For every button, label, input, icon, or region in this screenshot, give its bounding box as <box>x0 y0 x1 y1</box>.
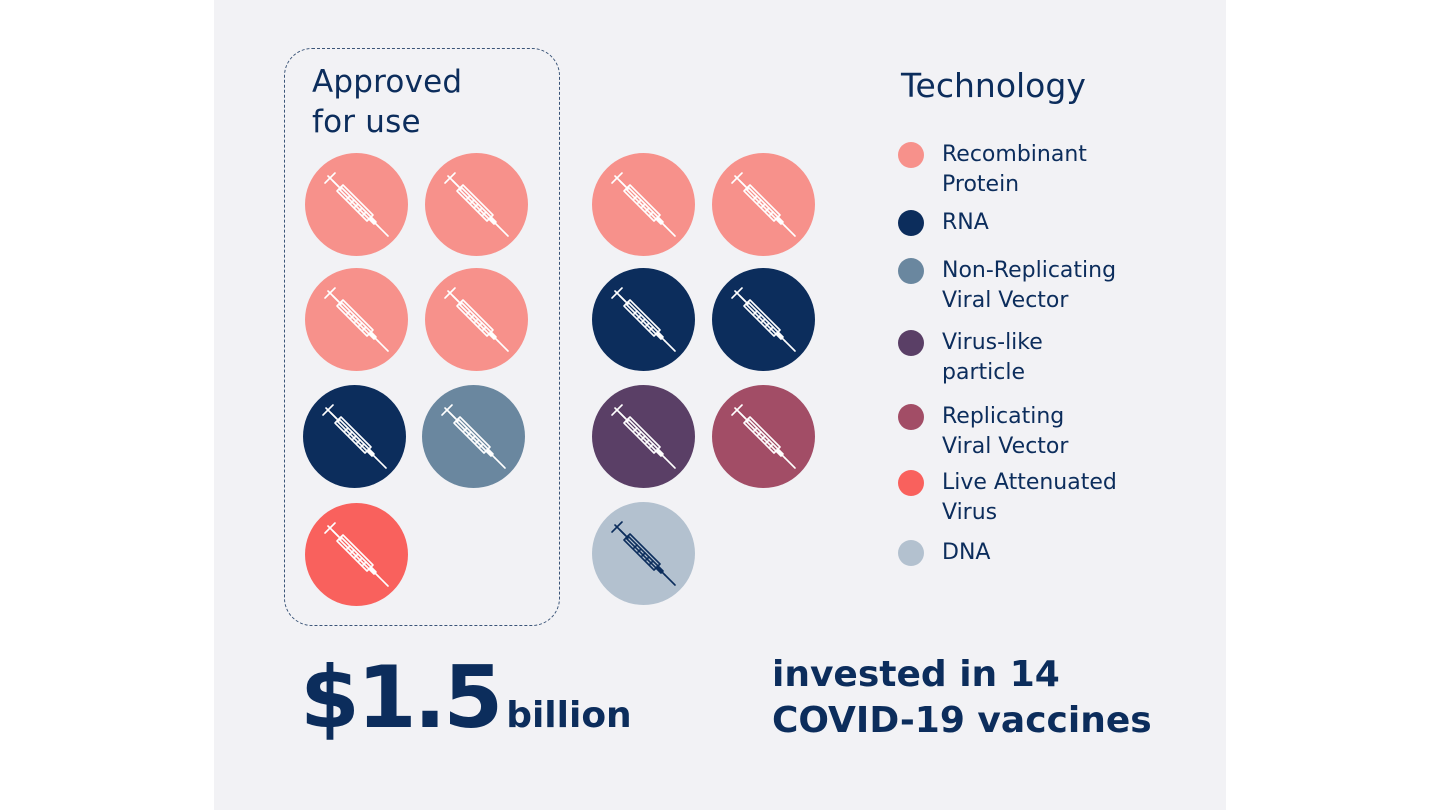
vaccine-circle-approved <box>305 268 408 371</box>
vaccine-circle-approved <box>305 153 408 256</box>
syringe-icon <box>322 285 392 355</box>
vaccine-circle-approved <box>305 503 408 606</box>
legend-swatch <box>898 540 924 566</box>
legend-swatch <box>898 142 924 168</box>
legend-label: Virus-like particle <box>942 330 1043 385</box>
syringe-icon <box>729 402 799 472</box>
syringe-icon <box>442 285 512 355</box>
approved-group-frame <box>284 48 560 626</box>
syringe-icon <box>609 519 679 589</box>
vaccine-circle-candidate <box>592 153 695 256</box>
vaccine-circle-candidate <box>592 268 695 371</box>
syringe-icon <box>439 402 509 472</box>
legend-label: DNA <box>942 540 991 565</box>
vaccine-circle-candidate <box>592 502 695 605</box>
syringe-icon <box>322 520 392 590</box>
vaccine-circle-approved <box>422 385 525 488</box>
vaccine-circle-candidate <box>712 268 815 371</box>
vaccine-circle-approved <box>425 153 528 256</box>
legend-swatch <box>898 258 924 284</box>
legend-label: RNA <box>942 210 989 235</box>
amount-value: $1.5 <box>300 648 503 748</box>
syringe-icon <box>729 170 799 240</box>
legend-swatch <box>898 470 924 496</box>
legend-swatch <box>898 210 924 236</box>
investment-amount: $1.5 billion <box>300 648 632 748</box>
legend-label: Live Attenuated Virus <box>942 470 1117 525</box>
legend-swatch <box>898 330 924 356</box>
syringe-icon <box>609 170 679 240</box>
legend-label: Replicating Viral Vector <box>942 404 1069 459</box>
syringe-icon <box>609 285 679 355</box>
syringe-icon <box>729 285 799 355</box>
legend-swatch <box>898 404 924 430</box>
approved-title: Approved for use <box>312 64 463 140</box>
vaccine-circle-approved <box>303 385 406 488</box>
legend-label: Recombinant Protein <box>942 142 1087 197</box>
syringe-icon <box>322 170 392 240</box>
syringe-icon <box>320 402 390 472</box>
vaccine-circle-candidate <box>712 153 815 256</box>
vaccine-circle-candidate <box>712 385 815 488</box>
legend-label: Non-Replicating Viral Vector <box>942 258 1117 313</box>
vaccine-circle-approved <box>425 268 528 371</box>
syringe-icon <box>442 170 512 240</box>
investment-description: invested in 14 COVID-19 vaccines <box>772 654 1152 741</box>
legend-title: Technology <box>901 66 1086 105</box>
vaccine-circle-candidate <box>592 385 695 488</box>
amount-unit: billion <box>506 695 632 736</box>
syringe-icon <box>609 402 679 472</box>
